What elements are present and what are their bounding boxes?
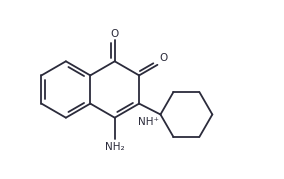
Text: NH⁺: NH⁺ (138, 117, 159, 127)
Text: NH₂: NH₂ (105, 142, 124, 152)
Text: O: O (110, 29, 119, 39)
Text: O: O (160, 53, 168, 63)
